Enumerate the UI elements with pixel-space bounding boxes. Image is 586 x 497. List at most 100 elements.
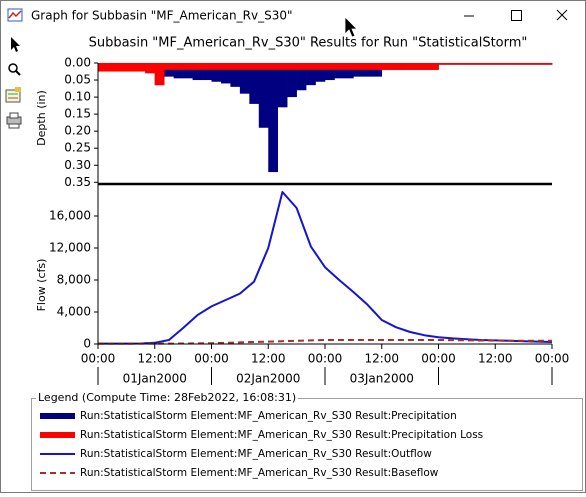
x-tick-label: 00:00 xyxy=(535,352,570,366)
bar xyxy=(98,63,108,72)
bar xyxy=(107,63,118,72)
legend-box xyxy=(31,398,583,491)
legend-label: Run:StatisticalStorm Element:MF_American… xyxy=(80,467,439,479)
chart-title: Subbasin "MF_American_Rv_S30" Results fo… xyxy=(89,36,528,51)
y-axis-title: Depth (in) xyxy=(35,90,48,146)
y-tick-label: 0.00 xyxy=(64,56,91,70)
bar xyxy=(504,63,515,65)
bar xyxy=(135,63,146,72)
bar xyxy=(202,63,212,70)
bar xyxy=(334,63,345,70)
bar xyxy=(126,63,137,72)
y-axis-title: Flow (cfs) xyxy=(35,259,48,312)
y-tick-label: 12,000 xyxy=(49,241,91,255)
bar xyxy=(145,63,156,74)
bar xyxy=(485,63,496,65)
zoom-tool[interactable] xyxy=(8,63,21,76)
bar xyxy=(542,63,553,65)
bar xyxy=(315,63,326,82)
x-tick-label: 12:00 xyxy=(364,352,399,366)
bar xyxy=(400,63,411,70)
bar xyxy=(296,63,307,91)
bar xyxy=(466,63,477,65)
legend-label: Run:StatisticalStorm Element:MF_American… xyxy=(80,448,432,460)
bar xyxy=(325,63,335,70)
y-tick-label: 0.15 xyxy=(64,107,91,121)
bar xyxy=(429,63,439,70)
bar xyxy=(381,63,392,70)
y-tick-label: 0.05 xyxy=(64,73,91,87)
y-tick-label: 0 xyxy=(83,337,91,351)
y-tick-label: 16,000 xyxy=(49,209,91,223)
y-tick-label: 0.10 xyxy=(64,90,91,104)
bar xyxy=(306,63,316,86)
bar xyxy=(523,63,534,65)
bar xyxy=(419,63,430,70)
bar xyxy=(211,63,222,82)
x-tick-label: 12:00 xyxy=(478,352,513,366)
bar xyxy=(249,63,260,104)
bar xyxy=(533,63,543,65)
y-tick-label: 0.30 xyxy=(64,158,91,172)
bar xyxy=(343,63,354,70)
legend-label: Run:StatisticalStorm Element:MF_American… xyxy=(80,429,483,441)
bar xyxy=(296,63,307,70)
bar xyxy=(457,63,468,65)
bar xyxy=(277,63,288,70)
x-tick-label: 00:00 xyxy=(194,352,229,366)
bar xyxy=(372,63,383,70)
select-tool[interactable] xyxy=(11,37,20,52)
x-day-label: 03Jan2000 xyxy=(350,372,414,386)
bar xyxy=(268,63,279,173)
bar xyxy=(258,63,269,128)
bar xyxy=(173,63,184,79)
bar xyxy=(353,63,364,70)
bar xyxy=(447,63,458,65)
x-tick-label: 12:00 xyxy=(251,352,286,366)
bar xyxy=(287,63,297,70)
bar xyxy=(391,63,401,70)
bar xyxy=(268,63,279,70)
bar xyxy=(410,63,420,70)
y-tick-label: 0.25 xyxy=(64,141,91,155)
bar xyxy=(220,63,231,84)
bar xyxy=(514,63,524,65)
legend-title-bg xyxy=(36,392,298,405)
maximize-button[interactable] xyxy=(511,10,522,21)
bar xyxy=(116,63,127,72)
bar xyxy=(154,63,165,86)
bar xyxy=(239,63,250,94)
bar xyxy=(239,63,250,70)
bar xyxy=(325,63,335,81)
bar xyxy=(495,63,506,65)
bar xyxy=(334,63,345,79)
bar xyxy=(438,63,449,65)
bar xyxy=(343,63,354,79)
y-tick-label: 0.20 xyxy=(64,124,91,138)
bar xyxy=(230,63,241,70)
bar xyxy=(173,63,184,70)
y-tick-label: 8,000 xyxy=(57,273,91,287)
bar xyxy=(220,63,231,70)
x-tick-label: 12:00 xyxy=(137,352,172,366)
x-tick-label: 00:00 xyxy=(308,352,343,366)
bar xyxy=(287,63,297,98)
bar xyxy=(211,63,222,70)
bar xyxy=(183,63,193,79)
print-tool[interactable] xyxy=(6,112,22,129)
close-button[interactable] xyxy=(556,9,568,21)
bar xyxy=(249,63,260,70)
bar xyxy=(192,63,203,70)
mouse-cursor xyxy=(344,16,358,38)
properties-tool[interactable] xyxy=(5,87,21,103)
bar xyxy=(258,63,269,70)
bar xyxy=(183,63,193,70)
window-title: Graph for Subbasin "MF_American_Rv_S30" xyxy=(31,9,292,23)
legend-label: Run:StatisticalStorm Element:MF_American… xyxy=(80,410,457,422)
bar xyxy=(362,63,373,70)
y-tick-label: 0.35 xyxy=(64,175,91,189)
bar xyxy=(230,63,241,87)
bar xyxy=(192,63,203,81)
